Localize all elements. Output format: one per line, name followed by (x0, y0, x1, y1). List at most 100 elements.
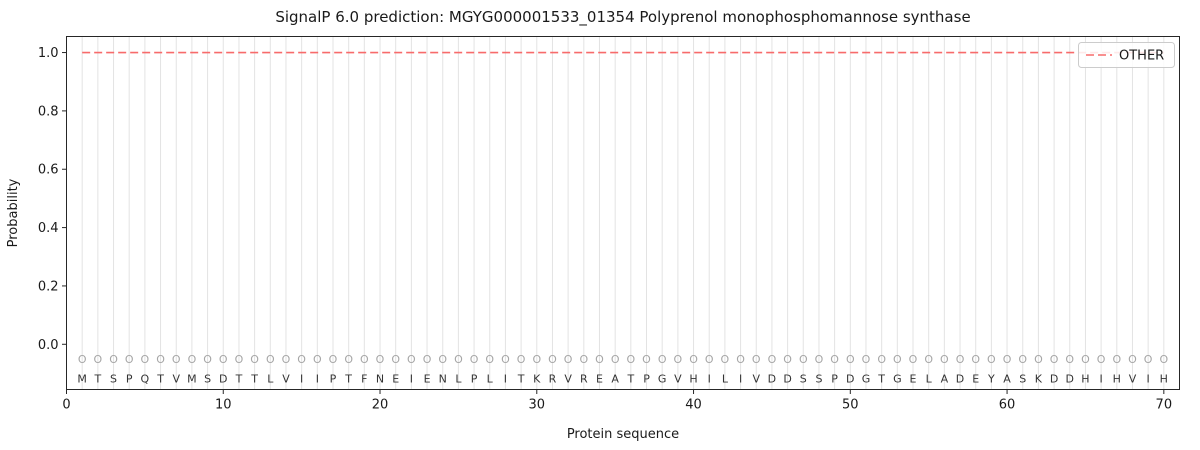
residue-letter: H (1113, 373, 1121, 386)
residue-letter: P (471, 373, 478, 386)
residue-letter: E (910, 373, 917, 386)
residue-region-marker: O (454, 353, 463, 366)
residue-region-marker: O (595, 353, 604, 366)
residue-region-marker: O (172, 353, 181, 366)
residue-letter: T (235, 373, 243, 386)
x-tick-label: 40 (685, 398, 702, 413)
residue-region-marker: O (971, 353, 980, 366)
residue-letter: I (708, 373, 711, 386)
residue-letter: E (392, 373, 399, 386)
residue-letter: P (643, 373, 650, 386)
residue-letter: Q (141, 373, 150, 386)
residue-region-marker: O (721, 353, 730, 366)
residue-region-marker: O (877, 353, 886, 366)
residue-region-marker: O (313, 353, 322, 366)
residue-region-marker: O (329, 353, 338, 366)
residue-region-marker: O (768, 353, 777, 366)
residue-region-marker: O (235, 353, 244, 366)
residue-region-marker: O (360, 353, 369, 366)
residue-letter: T (156, 373, 164, 386)
residue-letter: P (330, 373, 337, 386)
residue-region-marker: O (1050, 353, 1059, 366)
residue-region-marker: O (783, 353, 792, 366)
residue-region-marker: O (470, 353, 479, 366)
residue-letter: V (564, 373, 572, 386)
residue-letter: D (219, 373, 227, 386)
residue-letter: G (658, 373, 667, 386)
residue-region-marker: O (956, 353, 965, 366)
residue-letter: K (533, 373, 541, 386)
residue-letter: V (674, 373, 682, 386)
y-tick-label: 0.8 (38, 104, 59, 119)
residue-letter: I (1099, 373, 1102, 386)
residue-region-marker: O (642, 353, 651, 366)
x-tick-label: 30 (529, 398, 546, 413)
residue-letter: D (846, 373, 854, 386)
residue-letter: L (926, 373, 933, 386)
residue-letter: T (517, 373, 525, 386)
residue-region-marker: O (501, 353, 510, 366)
residue-region-marker: O (250, 353, 259, 366)
residue-region-marker: O (909, 353, 918, 366)
y-axis-label: Probability (6, 178, 21, 247)
residue-region-marker: O (862, 353, 871, 366)
residue-letter: G (862, 373, 871, 386)
residue-letter: A (941, 373, 949, 386)
residue-letter: A (611, 373, 619, 386)
residue-letter: S (800, 373, 807, 386)
residue-letter: V (172, 373, 180, 386)
residue-letter: E (596, 373, 603, 386)
residue-region-marker: O (203, 353, 212, 366)
residue-region-marker: O (219, 353, 228, 366)
residue-letter: A (1003, 373, 1011, 386)
residue-letter: D (1066, 373, 1074, 386)
residue-letter: D (783, 373, 791, 386)
residue-region-marker: O (548, 353, 557, 366)
x-tick-label: 50 (842, 398, 859, 413)
residue-letter: L (455, 373, 462, 386)
residue-region-marker: O (297, 353, 306, 366)
residue-region-marker: O (846, 353, 855, 366)
y-tick-label: 1.0 (38, 46, 59, 61)
residue-region-marker: O (376, 353, 385, 366)
residue-letter: L (487, 373, 494, 386)
residue-region-marker: O (1097, 353, 1106, 366)
residue-letter: D (1050, 373, 1058, 386)
residue-region-marker: O (940, 353, 949, 366)
residue-region-marker: O (1144, 353, 1153, 366)
residue-letter: T (93, 373, 101, 386)
residue-region-marker: O (799, 353, 808, 366)
residue-region-marker: O (705, 353, 714, 366)
residue-region-marker: O (1018, 353, 1027, 366)
residue-region-marker: O (391, 353, 400, 366)
residue-region-marker: O (1034, 353, 1043, 366)
residue-letter: E (972, 373, 979, 386)
residue-region-marker: O (517, 353, 526, 366)
residue-region-marker: O (579, 353, 588, 366)
residue-letter: K (1035, 373, 1043, 386)
residue-letter: Y (987, 373, 995, 386)
residue-letter: P (831, 373, 838, 386)
residue-letter: T (344, 373, 352, 386)
residue-region-marker: O (125, 353, 134, 366)
x-tick-label: 20 (372, 398, 389, 413)
residue-letter: F (361, 373, 367, 386)
legend-box (1078, 42, 1175, 68)
residue-letter: M (187, 373, 197, 386)
residue-letter: S (1019, 373, 1026, 386)
x-tick-label: 60 (999, 398, 1016, 413)
residue-letter: N (376, 373, 384, 386)
residue-region-marker: O (1128, 353, 1137, 366)
residue-letter: D (768, 373, 776, 386)
legend-label: OTHER (1119, 49, 1164, 64)
residue-letter: T (626, 373, 634, 386)
residue-region-marker: O (674, 353, 683, 366)
residue-region-marker: O (752, 353, 761, 366)
residue-letter: L (722, 373, 729, 386)
residue-letter: S (815, 373, 822, 386)
residue-region-marker: O (109, 353, 118, 366)
residue-region-marker: O (1065, 353, 1074, 366)
residue-region-marker: O (344, 353, 353, 366)
